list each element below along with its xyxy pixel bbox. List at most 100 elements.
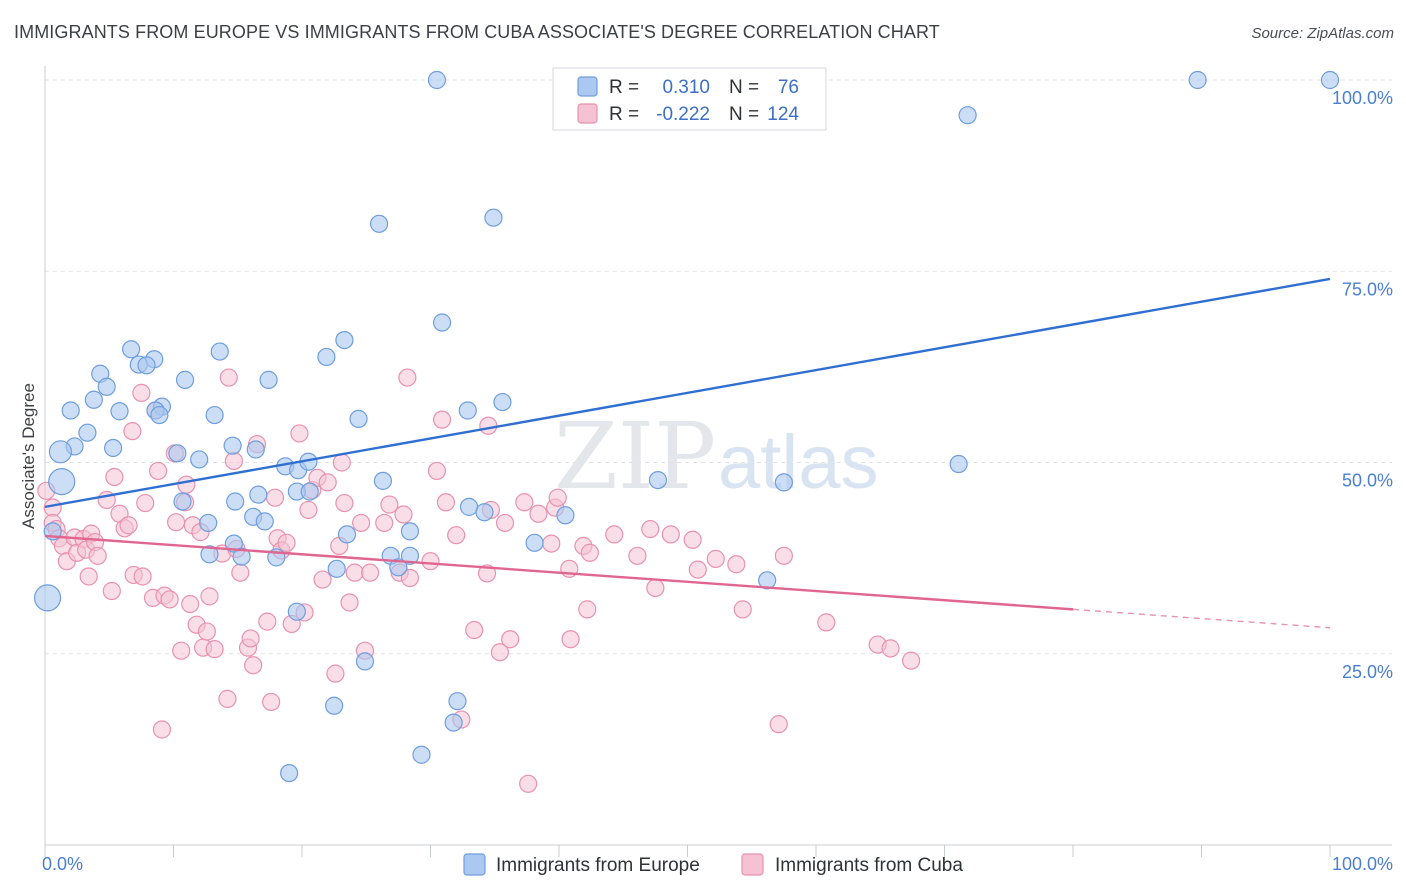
europe-point-33 — [168, 444, 187, 463]
cuba-point-97 — [515, 493, 534, 512]
europe-point-66 — [389, 558, 408, 577]
europe-point-47 — [173, 492, 192, 511]
cuba-point-64 — [299, 500, 318, 520]
europe-point-8 — [121, 340, 141, 359]
europe-point-19 — [493, 392, 512, 412]
cuba-point-29 — [152, 720, 172, 739]
trend-lines — [44, 277, 1331, 629]
europe-point-24 — [458, 401, 477, 420]
europe-point-40 — [373, 471, 393, 490]
cuba-point-73 — [340, 593, 359, 612]
europe-point-2 — [1320, 70, 1340, 90]
cuba-point-117 — [733, 600, 752, 619]
axes — [44, 66, 1392, 857]
cuba-point-106 — [578, 600, 597, 619]
europe-point-16 — [259, 370, 278, 389]
cuba-point-88 — [447, 526, 466, 545]
cuba-point-104 — [561, 630, 580, 649]
series-europe-points — [33, 70, 1340, 783]
cuba-point-23 — [132, 383, 151, 402]
cuba-trend-line — [44, 534, 1074, 611]
europe-point-48 — [226, 492, 245, 511]
cuba-point-84 — [421, 552, 440, 571]
cuba-point-95 — [495, 513, 515, 533]
cuba-point-69 — [326, 664, 345, 683]
cuba-point-90 — [465, 620, 484, 640]
y-axis-label: Associate's Degree — [19, 383, 38, 529]
y-tick-labels: 25.0% 50.0% 75.0% 100.0% — [1332, 88, 1393, 682]
legend-cuba-n-label: N = — [729, 104, 759, 125]
cuba-point-114 — [688, 560, 707, 579]
cuba-point-44 — [205, 640, 224, 659]
europe-point-43 — [48, 468, 76, 496]
cuba-point-115 — [706, 549, 725, 568]
cuba-point-16 — [102, 581, 121, 601]
cuba-point-85 — [427, 461, 447, 481]
europe-point-49 — [459, 497, 479, 516]
cuba-point-20 — [119, 516, 138, 535]
cuba-point-107 — [580, 543, 599, 562]
europe-point-32 — [104, 438, 123, 458]
legend-europe-r-value: 0.310 — [662, 77, 710, 98]
cuba-point-118 — [769, 715, 788, 734]
cuba-point-37 — [181, 594, 200, 614]
europe-point-0 — [427, 70, 447, 90]
europe-point-35 — [246, 440, 265, 459]
cuba-point-77 — [361, 563, 380, 582]
bottom-legend-swatch-cuba — [741, 853, 764, 876]
cuba-point-14 — [88, 546, 107, 565]
cuba-point-92 — [479, 416, 498, 435]
europe-point-9 — [210, 342, 229, 361]
cuba-point-60 — [277, 533, 296, 552]
europe-point-30 — [48, 440, 73, 464]
cuba-point-94 — [490, 643, 509, 662]
cuba-point-111 — [646, 578, 665, 598]
cuba-point-98 — [519, 774, 538, 793]
legend-cuba-n-value: 124 — [767, 104, 799, 125]
europe-point-3 — [958, 106, 977, 125]
cuba-point-99 — [529, 504, 548, 523]
europe-point-65 — [327, 559, 346, 578]
europe-point-60 — [200, 545, 219, 564]
x-tick-label-100: 100.0% — [1332, 854, 1393, 874]
y-tick-label-100: 100.0% — [1332, 88, 1393, 108]
cuba-point-112 — [661, 525, 680, 544]
europe-point-22 — [110, 402, 129, 421]
europe-point-18 — [84, 390, 103, 409]
cuba-point-110 — [641, 519, 660, 539]
legend-cuba-r-label: R = — [609, 104, 639, 125]
legend-europe-n-value: 76 — [778, 77, 799, 98]
europe-point-41 — [648, 470, 668, 490]
cuba-point-17 — [105, 467, 124, 487]
cuba-point-25 — [136, 493, 155, 513]
europe-point-34 — [190, 450, 209, 469]
europe-point-73 — [444, 713, 463, 732]
europe-point-28 — [78, 423, 97, 442]
cuba-point-36 — [177, 475, 196, 494]
cuba-point-83 — [400, 568, 420, 588]
legend-box — [552, 67, 827, 131]
europe-point-5 — [484, 208, 503, 227]
cuba-point-33 — [166, 513, 186, 532]
europe-point-13 — [137, 356, 156, 375]
cuba-trend-line-extension — [1072, 608, 1331, 629]
cuba-point-120 — [817, 613, 836, 632]
europe-point-17 — [97, 377, 116, 396]
cuba-point-52 — [241, 629, 260, 648]
europe-point-56 — [337, 525, 357, 544]
europe-point-50 — [475, 503, 494, 522]
cuba-point-31 — [160, 590, 179, 609]
europe-point-7 — [335, 331, 354, 350]
cuba-point-42 — [197, 622, 217, 641]
cuba-point-67 — [313, 570, 332, 589]
cuba-point-43 — [200, 587, 219, 606]
cuba-point-72 — [335, 493, 354, 513]
cuba-point-82 — [398, 368, 417, 387]
cuba-point-119 — [774, 546, 793, 565]
europe-point-57 — [525, 533, 544, 552]
legend-europe-r-label: R = — [609, 77, 639, 98]
europe-point-1 — [1188, 70, 1207, 90]
europe-point-26 — [349, 409, 368, 428]
europe-point-70 — [355, 652, 375, 671]
cuba-point-28 — [148, 461, 168, 481]
